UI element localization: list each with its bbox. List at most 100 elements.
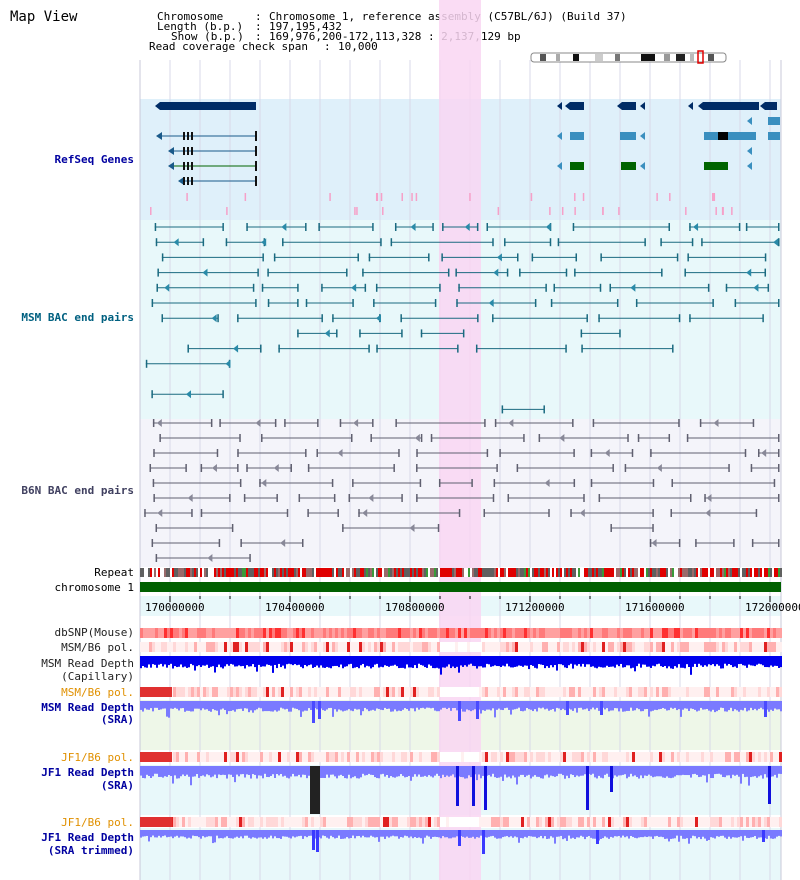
gene-arrow: [557, 102, 562, 110]
repeat-segment: [432, 568, 434, 577]
polymorphism-cell: [182, 687, 185, 697]
dbsnp-cell: [752, 628, 755, 638]
repeat-segment: [420, 568, 422, 577]
read-depth-bar: [668, 656, 670, 667]
read-depth-bar: [198, 701, 200, 709]
read-depth-bar: [250, 656, 252, 667]
track-label-jf1-depth-trim-1: JF1 Read Depth: [41, 831, 134, 844]
polymorphism-cell: [521, 642, 524, 652]
polymorphism-cell: [317, 642, 320, 652]
gene-arrow: [747, 162, 752, 170]
axis-tick-label: 172000000: [745, 601, 800, 614]
read-depth-bar: [528, 830, 530, 836]
read-depth-bar: [652, 656, 654, 666]
read-depth-bar: [658, 766, 660, 777]
polymorphism-cell: [245, 752, 248, 762]
read-depth-bar: [400, 701, 402, 712]
read-depth-bar: [290, 766, 292, 777]
read-depth-bar: [560, 701, 562, 711]
read-depth-bar: [322, 830, 324, 836]
polymorphism-cell: [767, 642, 770, 652]
read-depth-bar: [260, 830, 262, 838]
read-depth-bar: [780, 766, 782, 774]
bac-arrow: [410, 223, 416, 231]
read-depth-bar: [160, 830, 162, 838]
polymorphism-cell: [512, 687, 515, 697]
polymorphism-cell: [254, 752, 257, 762]
read-depth-bar: [544, 701, 546, 710]
repeat-segment: [386, 568, 388, 577]
read-depth-bar: [766, 766, 768, 778]
read-depth-bar: [732, 656, 734, 668]
dbsnp-cell: [515, 628, 518, 638]
read-depth-bar: [704, 766, 706, 776]
read-depth-spike: [484, 766, 487, 810]
read-depth-bar: [746, 830, 748, 838]
read-depth-bar: [778, 656, 780, 668]
bac-end: [225, 238, 228, 247]
read-depth-bar: [310, 656, 312, 665]
read-depth-bar: [736, 830, 738, 838]
read-depth-bar: [694, 830, 696, 837]
polymorphism-cell: [398, 817, 401, 827]
read-depth-bar: [726, 830, 728, 839]
dbsnp-cell: [719, 628, 722, 638]
read-depth-bar: [316, 656, 318, 666]
polymorphism-cell: [224, 752, 227, 762]
read-depth-bar: [202, 830, 204, 837]
read-depth-bar: [192, 830, 194, 836]
read-depth-bar: [144, 766, 146, 779]
read-depth-bar: [726, 701, 728, 712]
polymorphism-cell: [311, 817, 314, 827]
polymorphism-cell: [164, 642, 167, 652]
bac-end: [434, 299, 437, 307]
polymorphism-cell: [698, 687, 701, 697]
polymorphism-cell: [401, 752, 404, 762]
read-depth-bar: [672, 830, 674, 839]
read-depth-bar: [578, 830, 580, 838]
read-depth-bar: [264, 830, 266, 838]
polymorphism-cell: [764, 752, 767, 762]
read-depth-bar: [304, 656, 306, 665]
read-depth-bar: [152, 766, 154, 777]
repeat-segment: [414, 568, 416, 577]
read-depth-bar: [678, 656, 680, 665]
polymorphism-cell: [347, 752, 350, 762]
read-depth-bar: [168, 830, 170, 837]
polymorphism-cell: [314, 817, 317, 827]
polymorphism-cell: [761, 752, 764, 762]
read-depth-bar: [666, 656, 668, 669]
polymorphism-cell: [491, 687, 494, 697]
polymorphism-cell: [197, 817, 200, 827]
repeat-segment: [270, 568, 272, 577]
read-depth-bar: [730, 701, 732, 708]
polymorphism-cell: [737, 817, 740, 827]
repeat-segment: [250, 568, 252, 577]
read-depth-bar: [780, 701, 782, 712]
polymorphism-cell: [617, 642, 620, 652]
polymorphism-cell: [341, 642, 344, 652]
bac-end: [342, 524, 344, 532]
polymorphism-cell: [263, 642, 266, 652]
dbsnp-cell: [647, 628, 650, 638]
read-depth-bar: [426, 766, 428, 777]
read-depth-bar: [656, 701, 658, 711]
read-depth-bar: [754, 701, 756, 709]
polymorphism-cell: [416, 752, 419, 762]
bac-arrow: [375, 314, 381, 323]
polymorphism-hotspot: [140, 687, 172, 697]
read-depth-bar: [276, 701, 278, 712]
read-depth-bar: [220, 656, 222, 668]
polymorphism-cell: [680, 752, 683, 762]
bac-end: [762, 314, 764, 323]
read-depth-bar: [226, 830, 228, 837]
read-depth-bar: [554, 701, 556, 712]
polymorphism-cell: [662, 642, 665, 652]
read-depth-bar: [216, 701, 218, 711]
read-depth-bar: [610, 656, 612, 667]
gene-block: [765, 102, 777, 110]
polymorphism-cell: [485, 817, 488, 827]
polymorphism-cell: [182, 642, 185, 652]
read-depth-bar: [502, 830, 504, 838]
